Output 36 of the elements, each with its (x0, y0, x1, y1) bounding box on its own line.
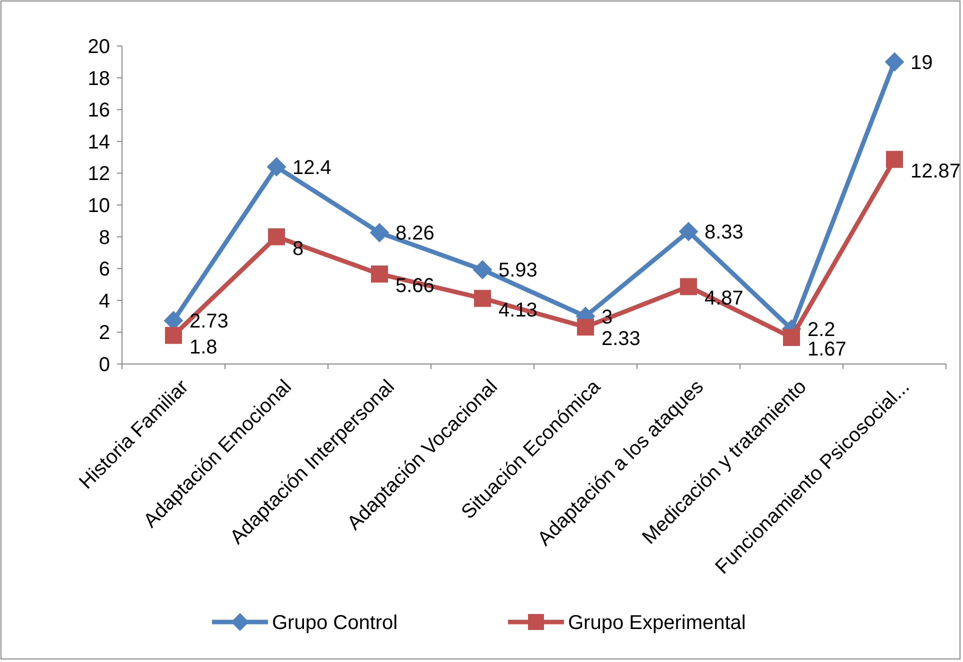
data-label: 1.8 (190, 336, 218, 358)
y-tick-label: 2 (98, 322, 110, 344)
data-label: 8.33 (704, 222, 744, 244)
point (783, 328, 800, 346)
point (679, 222, 698, 242)
y-tick-label: 8 (98, 226, 110, 249)
y-tick-label: 16 (88, 100, 110, 122)
y-tick-label: 12 (88, 163, 110, 186)
y-tick-label: 0 (98, 354, 110, 376)
legend-label: Grupo Experimental (568, 612, 746, 634)
data-label: 2.33 (602, 328, 640, 350)
point (885, 52, 904, 72)
y-tick-label: 18 (88, 68, 110, 90)
point (165, 326, 182, 344)
point (370, 223, 389, 242)
y-tick-label: 14 (88, 131, 110, 154)
data-label: 5.93 (498, 260, 538, 282)
point (267, 157, 286, 176)
point (268, 228, 285, 246)
data-label: 19 (910, 52, 933, 74)
y-tick-label: 10 (88, 195, 110, 217)
y-tick-label: 6 (98, 258, 110, 281)
point (577, 318, 594, 336)
y-tick-label: 4 (98, 290, 110, 312)
data-label: 12.4 (292, 156, 332, 179)
point (680, 278, 697, 296)
data-label: 12.87 (910, 160, 961, 182)
data-label: 8.26 (396, 222, 434, 245)
point (474, 290, 491, 307)
data-label: 3 (602, 306, 613, 328)
point (371, 266, 388, 283)
data-label: 2.73 (190, 310, 228, 333)
point (473, 260, 492, 280)
legend-label: Grupo Control (272, 612, 398, 634)
y-tick-label: 20 (88, 36, 110, 58)
point (886, 150, 903, 168)
